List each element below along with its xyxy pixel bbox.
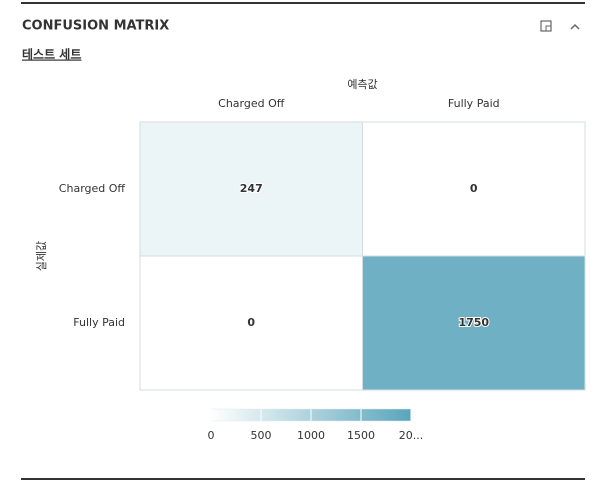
colorbar-tick-label: 0 (208, 429, 215, 442)
y-tick-label: Fully Paid (73, 316, 125, 329)
cell (139, 121, 363, 257)
x-tick-label: Charged Off (218, 97, 285, 110)
colorbar-tick-label: 1000 (297, 429, 325, 442)
cell-value: 1750 (458, 316, 489, 329)
cell-value: 0 (247, 316, 255, 329)
cell-value: 247 (240, 182, 263, 195)
collapse-icon[interactable] (570, 23, 580, 30)
cell-value: 0 (470, 182, 478, 195)
tab[interactable]: 테스트 세트 (22, 47, 81, 62)
y-tick-label: Charged Off (59, 182, 126, 195)
popout-icon[interactable] (540, 20, 552, 32)
x-axis-label: 예측값 (347, 78, 377, 91)
colorbar-tick-label: 500 (251, 429, 272, 442)
y-axis-label: 실제값 (35, 241, 48, 271)
x-tick-label: Fully Paid (448, 97, 500, 110)
colorbar-tick-label: 1500 (347, 429, 375, 442)
cell (139, 255, 363, 391)
cell (362, 121, 586, 257)
panel-title: CONFUSION MATRIX (22, 19, 169, 34)
colorbar-tick-label: 20... (399, 429, 424, 442)
cell (362, 255, 586, 391)
